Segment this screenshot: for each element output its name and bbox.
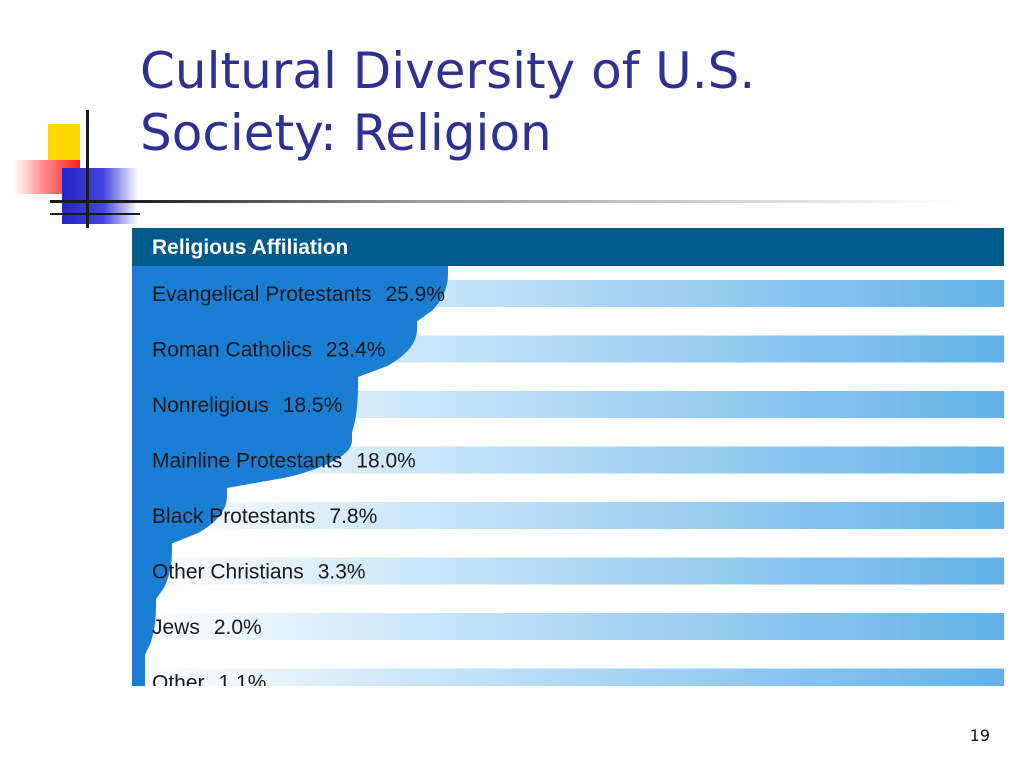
category-label: Other Christians (152, 561, 304, 584)
row-stripe (132, 557, 1004, 585)
row-label: Evangelical Protestants 25.9% (152, 283, 445, 306)
category-label: Evangelical Protestants (152, 283, 371, 306)
category-label: Nonreligious (152, 394, 269, 417)
category-label: Black Protestants (152, 505, 315, 528)
row-label: Black Protestants 7.8% (152, 505, 377, 528)
row-label: Other Christians 3.3% (152, 561, 366, 584)
category-label: Other (152, 672, 205, 687)
slide-title-line-1: Cultural Diversity of U.S. (140, 42, 756, 100)
page-number: 19 (969, 726, 990, 745)
category-label: Mainline Protestants (152, 450, 342, 473)
row-stripe (132, 502, 1004, 529)
category-label: Jews (152, 616, 200, 639)
decorative-short-line (50, 213, 140, 215)
value-label: 25.9% (385, 283, 445, 306)
chart-header (132, 228, 1004, 266)
decorative-vertical-line (86, 110, 89, 228)
decorative-yellow-square (48, 124, 80, 162)
affiliation-area (132, 266, 448, 686)
row-stripe (132, 613, 1004, 640)
slide-title-line-2: Society: Religion (140, 104, 552, 162)
religious-affiliation-chart: Religious Affiliation Evangelical Protes… (132, 228, 1004, 686)
value-label: 1.1% (219, 672, 267, 687)
value-label: 7.8% (329, 505, 377, 528)
value-label: 18.5% (283, 394, 343, 417)
chart-title: Religious Affiliation (152, 236, 348, 259)
row-label: Nonreligious 18.5% (152, 394, 342, 417)
row-label: Other 1.1% (152, 672, 266, 687)
decorative-blue-square (62, 168, 138, 224)
row-labels: Evangelical Protestants 25.9% Roman Cathol… (152, 283, 445, 686)
value-label: 18.0% (356, 450, 416, 473)
row-label: Roman Catholics 23.4% (152, 339, 385, 362)
value-label: 23.4% (326, 339, 386, 362)
row-label: Mainline Protestants 18.0% (152, 450, 416, 473)
value-label: 3.3% (318, 561, 366, 584)
category-label: Roman Catholics (152, 339, 312, 362)
row-label: Jews 2.0% (152, 616, 262, 639)
title-underline (50, 200, 960, 203)
value-label: 2.0% (214, 616, 262, 639)
slide-title: Cultural Diversity of U.S. Society: Reli… (140, 40, 755, 164)
row-stripe (132, 668, 1004, 686)
